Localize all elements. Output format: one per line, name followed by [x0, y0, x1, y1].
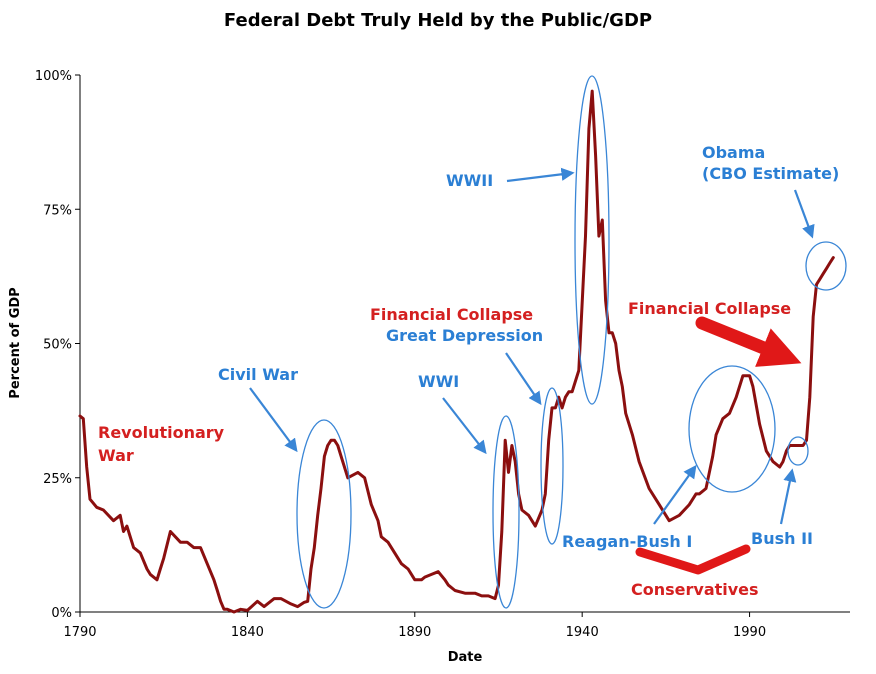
obama-ellipse: [805, 241, 847, 291]
wwii-arrow: [506, 167, 575, 183]
x-tick-label: 1940: [566, 625, 599, 640]
y-tick-label: 75%: [43, 203, 72, 218]
annotation-war: War: [98, 446, 134, 465]
axis-ticks: 0% 25% 50% 75% 100% 1790 1840 1890 1940 1990: [35, 69, 766, 640]
wwi-arrow: [442, 397, 487, 455]
wwi-ellipse: [492, 415, 520, 609]
annotation-great-depression: Great Depression: [386, 326, 543, 345]
annotation-wwii: WWII: [446, 171, 493, 190]
y-tick-label: 25%: [43, 472, 72, 487]
y-tick-label: 100%: [35, 69, 72, 84]
obama-arrow: [793, 189, 815, 239]
wwii-ellipse: [574, 75, 610, 405]
y-tick-label: 50%: [43, 338, 72, 353]
x-tick-label: 1790: [63, 625, 96, 640]
conservatives-brace: [635, 544, 751, 575]
reagan-bush-ellipse: [688, 365, 776, 493]
great-depression-ellipse: [540, 387, 564, 545]
y-axis-title: Percent of GDP: [8, 287, 23, 398]
annotation-cbo-estimate: (CBO Estimate): [702, 164, 839, 183]
annotation-obama: Obama: [702, 143, 765, 162]
highlight-ellipses: [296, 75, 847, 609]
bush-ii-ellipse: [787, 436, 809, 466]
annotations: Revolutionary War Civil War WWI Financia…: [98, 143, 839, 599]
series-line: [78, 89, 835, 614]
x-tick-label: 1990: [733, 625, 766, 640]
bush-ii-arrow: [779, 468, 797, 525]
annotation-revolutionary: Revolutionary: [98, 423, 225, 442]
annotation-conservatives: Conservatives: [631, 580, 759, 599]
annotation-wwi: WWI: [418, 372, 459, 391]
reagan-bush-arrow: [653, 464, 697, 525]
x-tick-label: 1890: [398, 625, 431, 640]
x-tick-label: 1840: [231, 625, 264, 640]
financial-collapse-arrow: [695, 316, 802, 367]
annotation-financial-collapse-1930: Financial Collapse: [370, 305, 533, 324]
annotation-civil-war: Civil War: [218, 365, 298, 384]
great-depression-arrow: [505, 352, 542, 406]
civil-war-arrow: [249, 387, 298, 453]
x-axis-title: Date: [448, 650, 483, 665]
civil-war-ellipse: [296, 419, 352, 609]
annotation-reagan-bush: Reagan-Bush I: [562, 532, 692, 551]
annotation-bush-ii: Bush II: [751, 529, 813, 548]
y-tick-label: 0%: [51, 606, 72, 621]
chart-title: Federal Debt Truly Held by the Public/GD…: [224, 10, 652, 31]
annotation-arrows: [249, 167, 815, 575]
annotation-financial-collapse-2008: Financial Collapse: [628, 299, 791, 318]
